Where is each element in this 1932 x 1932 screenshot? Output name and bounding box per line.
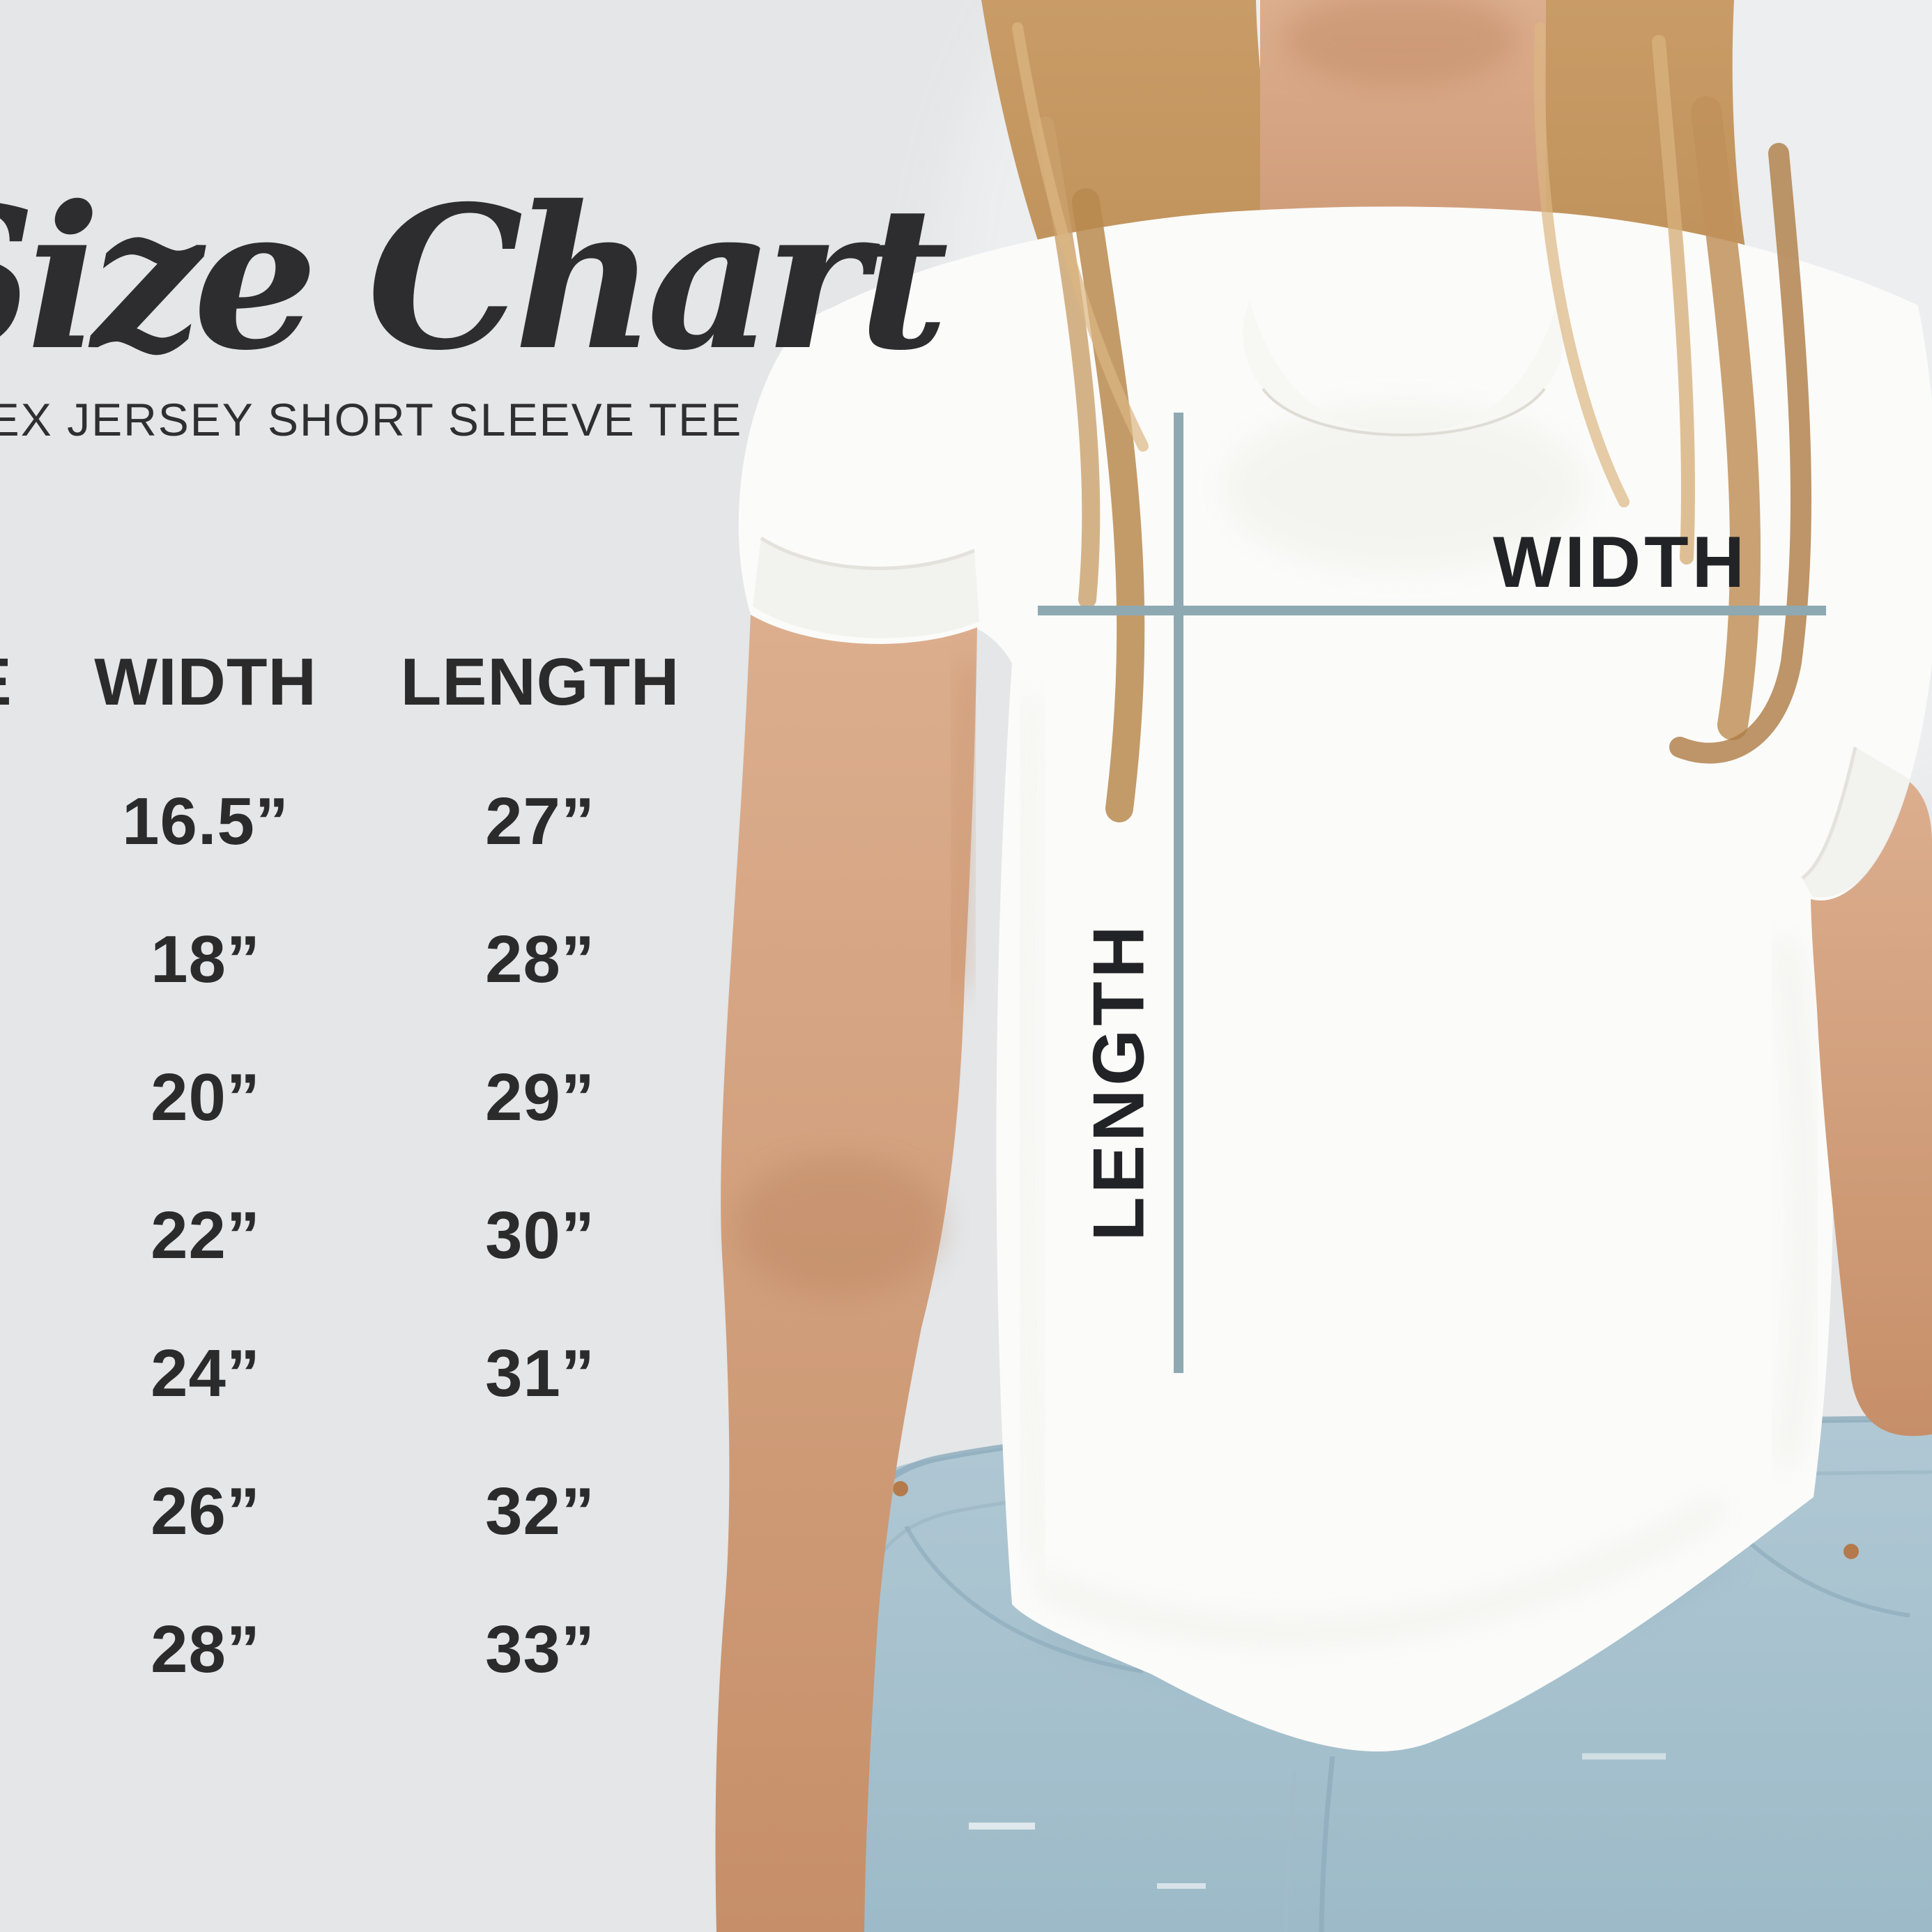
length-cell: 27” (485, 784, 595, 859)
jeans-pocket-left (904, 1525, 1144, 1673)
size-cell: XS (0, 783, 28, 860)
table-header-row: SIZE WIDTH LENGTH (0, 612, 739, 753)
elbow-shadow (735, 1157, 944, 1296)
width-cell: 28” (151, 1612, 261, 1687)
table-row: 3XL 28” 33” (0, 1581, 739, 1719)
length-cell: 31” (485, 1336, 595, 1411)
page-title: Size Chart (0, 162, 949, 394)
length-cell: 30” (485, 1198, 595, 1273)
length-cell: 33” (485, 1612, 595, 1687)
size-cell: XL (0, 1335, 28, 1412)
arm-right (1811, 782, 1932, 1436)
length-measure-line (1174, 413, 1183, 1373)
size-cell: L (0, 1197, 28, 1274)
col-header-length: LENGTH (400, 645, 680, 719)
size-cell: M (0, 1059, 28, 1136)
hair-strands (1012, 22, 1811, 822)
width-cell: 26” (151, 1474, 261, 1549)
table-row: XL 24” 31” (0, 1305, 739, 1443)
collar (1243, 301, 1565, 436)
table-row: 2XL 26” 32” (0, 1443, 739, 1581)
width-cell: 18” (151, 922, 261, 997)
width-measure-line (1038, 606, 1826, 615)
tshirt-shading (753, 404, 1910, 1641)
width-cell: 16.5” (122, 784, 289, 859)
length-label: LENGTH (1078, 922, 1160, 1241)
width-cell: 20” (151, 1060, 261, 1135)
jeans-rivet (893, 1481, 908, 1496)
sleeve-cuff-left (753, 538, 979, 638)
size-table: SIZE WIDTH LENGTH XS 16.5” 27” S 18” 28”… (0, 612, 739, 1719)
sleeve-cuff-right (1802, 747, 1910, 898)
page-subtitle: UNISEX JERSEY SHORT SLEEVE TEE (0, 394, 743, 445)
length-cell: 28” (485, 922, 595, 997)
size-cell: S (0, 921, 28, 998)
col-header-width: WIDTH (94, 645, 317, 719)
col-header-size: SIZE (0, 644, 28, 721)
jeans-rivet (1843, 1544, 1859, 1559)
width-cell: 22” (151, 1198, 261, 1273)
table-row: XS 16.5” 27” (0, 753, 739, 891)
table-row: L 22” 30” (0, 1167, 739, 1305)
size-cell: 3XL (0, 1611, 28, 1688)
width-label: WIDTH (1493, 522, 1748, 603)
table-row: M 20” 29” (0, 1029, 739, 1167)
length-cell: 32” (485, 1474, 595, 1549)
length-cell: 29” (485, 1060, 595, 1135)
size-cell: 2XL (0, 1473, 28, 1550)
width-cell: 24” (151, 1336, 261, 1411)
chin-shadow (1282, 0, 1519, 87)
table-row: S 18” 28” (0, 891, 739, 1029)
jeans-fly-seam (1319, 1756, 1335, 1932)
